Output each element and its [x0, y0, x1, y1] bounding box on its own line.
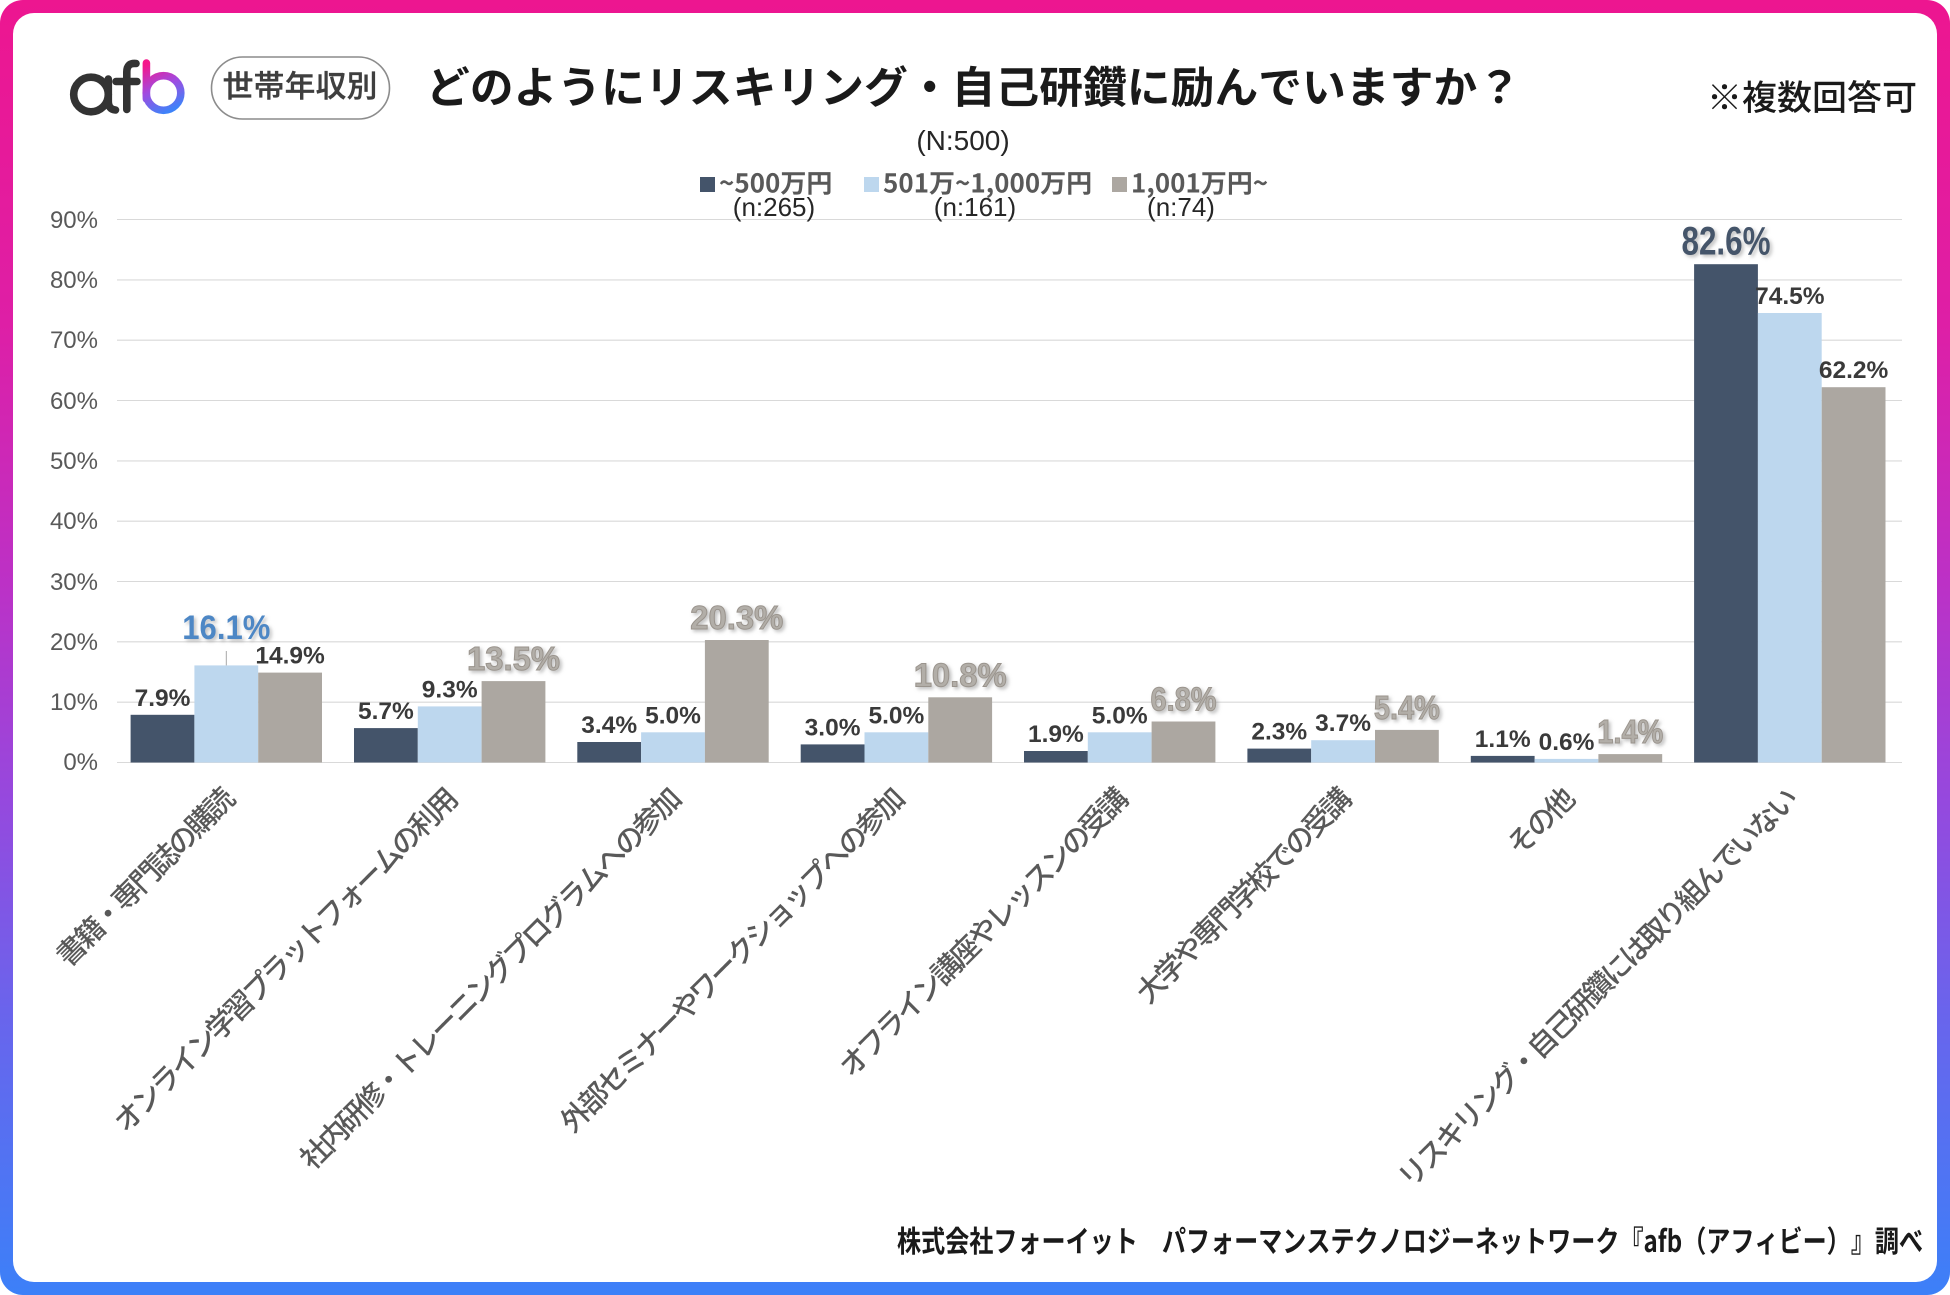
svg-text:80%: 80%	[50, 267, 98, 294]
svg-text:3.7%: 3.7%	[1315, 710, 1371, 737]
svg-text:20.3%: 20.3%	[690, 599, 783, 636]
svg-text:5.0%: 5.0%	[1092, 702, 1148, 729]
svg-text:(N:500): (N:500)	[916, 125, 1009, 156]
svg-text:(n:161): (n:161)	[934, 192, 1016, 222]
svg-text:50%: 50%	[50, 448, 98, 475]
svg-text:62.2%: 62.2%	[1819, 357, 1889, 384]
svg-text:1.9%: 1.9%	[1028, 721, 1084, 748]
svg-text:74.5%: 74.5%	[1755, 283, 1825, 310]
svg-text:1.4%: 1.4%	[1597, 713, 1663, 750]
svg-text:70%: 70%	[50, 327, 98, 354]
svg-text:20%: 20%	[50, 629, 98, 656]
svg-text:60%: 60%	[50, 388, 98, 415]
svg-text:13.5%: 13.5%	[467, 640, 560, 677]
svg-text:10.8%: 10.8%	[914, 656, 1007, 693]
svg-text:5.4%: 5.4%	[1374, 689, 1440, 726]
svg-text:5.0%: 5.0%	[645, 702, 701, 729]
svg-text:30%: 30%	[50, 569, 98, 596]
svg-text:2.3%: 2.3%	[1251, 719, 1307, 746]
svg-text:0.6%: 0.6%	[1539, 729, 1595, 756]
svg-text:0%: 0%	[63, 749, 98, 776]
svg-text:10%: 10%	[50, 689, 98, 716]
svg-text:5.7%: 5.7%	[358, 698, 414, 725]
svg-text:(n:74): (n:74)	[1147, 192, 1215, 222]
svg-text:5.0%: 5.0%	[868, 702, 924, 729]
svg-text:3.0%: 3.0%	[805, 714, 861, 741]
svg-text:7.9%: 7.9%	[135, 685, 191, 712]
svg-text:16.1%: 16.1%	[182, 609, 270, 647]
svg-text:14.9%: 14.9%	[255, 643, 325, 670]
svg-text:1.1%: 1.1%	[1475, 726, 1531, 753]
svg-text:90%: 90%	[50, 207, 98, 234]
svg-text:6.8%: 6.8%	[1151, 681, 1217, 718]
svg-text:82.6%: 82.6%	[1682, 220, 1771, 264]
svg-text:(n:265): (n:265)	[733, 192, 815, 222]
svg-text:40%: 40%	[50, 508, 98, 535]
svg-text:9.3%: 9.3%	[422, 676, 478, 703]
svg-text:3.4%: 3.4%	[581, 712, 637, 739]
